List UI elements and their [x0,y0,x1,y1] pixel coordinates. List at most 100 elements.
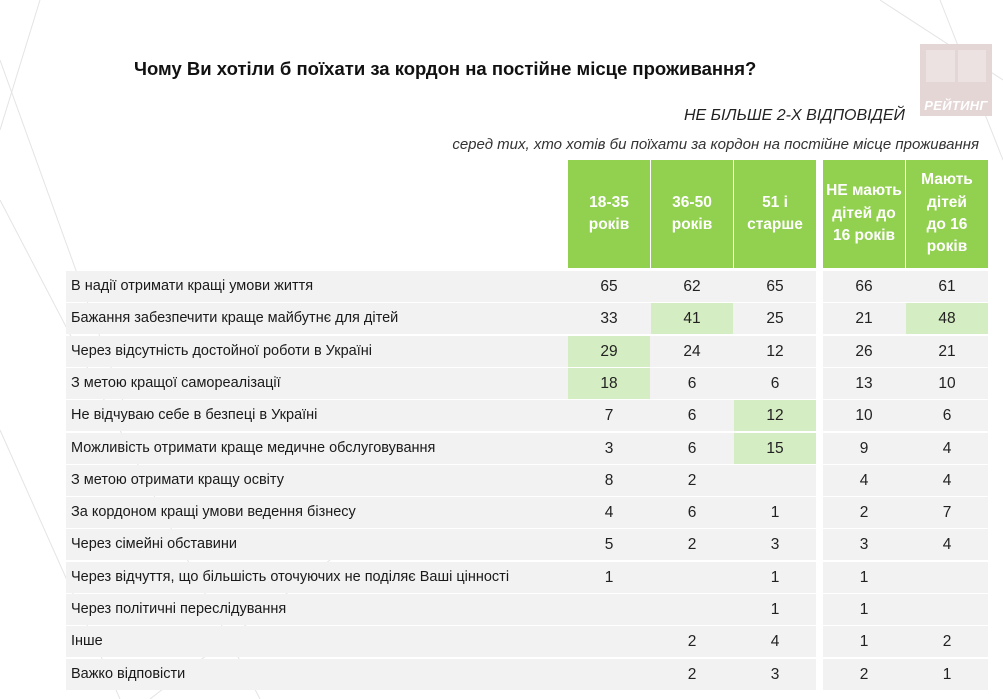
table-cell: 2 [942,633,952,651]
column-header-line: старше [747,216,803,233]
table-row [66,271,988,302]
column-header-line: 51 і [762,193,788,211]
row-label: Через політичні переслідування [71,601,287,617]
row-label: Через відчуття, що більшість оточуючих н… [71,568,510,585]
row-label: З метою кращої самореалізації [71,374,281,391]
table-cell: 7 [942,504,952,522]
table-cell: 1 [604,568,614,586]
table-cell: 6 [687,374,697,392]
column-header-2: 36-50 років [651,160,733,268]
table-row [66,658,988,690]
table-cell: 62 [683,278,701,295]
row-label: Через сімейні обставини [71,536,237,553]
table-cell: 2 [859,504,869,522]
table-cell: 2 [687,633,697,651]
table-row [66,497,988,529]
table-cell: 9 [859,439,869,457]
table-cell: 1 [942,665,952,683]
row-label: Не відчуваю себе в безпеці в Україні [71,407,318,424]
column-header-3: 51 і старше [734,160,816,268]
page-title: Чому Ви хотіли б поїхати за кордон на по… [134,58,757,79]
column-header-4: НЕ мають дітей до 16 років [823,160,905,268]
table-cell: 61 [938,278,956,295]
table-cell [568,594,650,625]
column-header-line: дітей [927,193,967,211]
table-cell: 2 [687,471,697,489]
table-cell: 2 [687,665,697,683]
table-cell: 2 [687,536,697,554]
column-header-line: НЕ мають [826,182,902,200]
table-cell: 4 [942,439,952,457]
table-cell: 3 [770,665,780,683]
column-header-5: Мають дітей до 16 років [906,160,988,268]
row-label: Можливість отримати краще медичне обслуг… [71,439,436,456]
table-cell: 10 [855,407,873,425]
row-label: З метою отримати кращу освіту [71,471,284,488]
column-header-line: 36-50 [672,193,712,211]
table-cell: 6 [687,504,697,522]
column-header-line: до 16 [926,216,968,233]
table-cell: 25 [766,310,784,328]
table-cell: 13 [855,374,873,392]
table-row [66,432,988,464]
base-note: серед тих, хто хотів би поїхати за кордо… [452,136,979,153]
table-cell: 8 [604,471,614,489]
table-row [66,464,988,496]
table-cell: 21 [938,342,956,360]
row-label: Інше [71,633,103,650]
rating-logo: РЕЙТИНГ [920,44,992,116]
answer-limit-note: НЕ БІЛЬШЕ 2-Х ВІДПОВІДЕЙ [683,107,905,124]
table-row [66,594,988,625]
row-label: Важко відповісти [71,665,186,682]
table-cell: 6 [687,407,697,425]
table-cell: 4 [604,504,614,522]
table-cell: 41 [651,303,733,335]
table-cell: 65 [766,278,784,295]
table-cell: 3 [770,536,780,554]
table-cell: 66 [855,278,873,295]
table-cell: 18 [568,367,650,399]
column-header-line: дітей до [832,204,896,222]
table-cell: 10 [938,374,956,392]
table-cell: 4 [770,633,780,651]
table-cell: 12 [734,400,816,432]
table-cell [651,594,733,625]
table-cell: 6 [770,374,780,392]
table-cell: 29 [568,335,650,367]
row-label: Бажання забезпечити краще майбутнє для д… [71,310,399,327]
table-cell: 4 [859,471,869,489]
column-header-line: 16 років [832,227,896,245]
column-header-1: 18-35 років [568,160,650,268]
table-cell: 4 [942,536,952,554]
table-cell: 65 [600,278,618,295]
logo-text: РЕЙТИНГ [924,98,988,113]
column-group-divider [816,160,823,699]
column-header-line: років [671,216,713,233]
table-cell: 1 [770,601,780,618]
table-cell: 21 [855,310,873,328]
table-row [66,303,988,335]
table-cell: 24 [683,342,701,360]
table-row [66,626,988,658]
table-cell: 6 [687,439,697,457]
table-row [66,400,988,432]
column-header-line: Мають [921,171,973,189]
row-label: В надії отримати кращі умови життя [71,278,314,294]
row-label: Через відсутність достойної роботи в Укр… [71,342,372,359]
table-cell [906,562,988,593]
column-header-line: років [926,238,968,256]
table-cell: 1 [770,504,780,522]
table-cell: 33 [600,310,618,328]
table-row [66,335,988,367]
table-cell [568,626,650,657]
table-cell [734,465,816,496]
table-cell: 1 [859,568,869,586]
table-cell: 1 [859,601,869,618]
table-cell: 15 [734,432,816,464]
table-cell [651,562,733,593]
table-cell: 3 [859,536,869,554]
table-cell: 4 [942,471,952,489]
column-header-line: років [588,216,630,233]
table-cell [906,594,988,625]
table-cell: 7 [604,407,614,425]
